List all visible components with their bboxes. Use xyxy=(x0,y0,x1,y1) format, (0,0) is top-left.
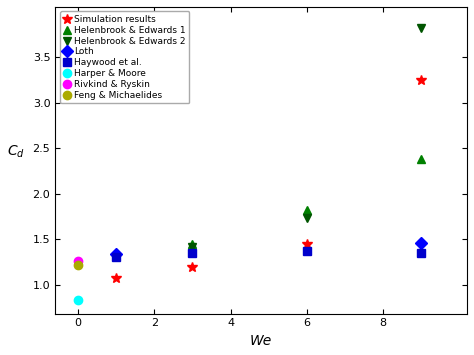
Helenbrook & Edwards 2 xyxy=(419,26,424,30)
Line: Haywood et al.: Haywood et al. xyxy=(112,247,426,261)
Line: Helenbrook & Edwards 2: Helenbrook & Edwards 2 xyxy=(188,24,426,251)
X-axis label: We: We xyxy=(250,334,272,348)
Simulation results xyxy=(190,265,195,269)
Helenbrook & Edwards 2 xyxy=(190,245,195,249)
Haywood et al. xyxy=(419,251,424,255)
Haywood et al. xyxy=(304,249,310,253)
Helenbrook & Edwards 1 xyxy=(419,157,424,161)
Haywood et al. xyxy=(113,255,119,260)
Helenbrook & Edwards 1 xyxy=(190,242,195,247)
Line: Helenbrook & Edwards 1: Helenbrook & Edwards 1 xyxy=(188,155,426,248)
Simulation results xyxy=(419,78,424,82)
Legend: Simulation results, Helenbrook & Edwards 1, Helenbrook & Edwards 2, Loth, Haywoo: Simulation results, Helenbrook & Edwards… xyxy=(60,11,190,103)
Loth xyxy=(113,251,119,256)
Line: Simulation results: Simulation results xyxy=(111,75,426,283)
Haywood et al. xyxy=(190,251,195,255)
Y-axis label: $C_d$: $C_d$ xyxy=(7,144,25,160)
Simulation results xyxy=(113,276,119,280)
Line: Loth: Loth xyxy=(112,239,426,258)
Simulation results xyxy=(304,241,310,246)
Helenbrook & Edwards 1 xyxy=(304,208,310,212)
Loth xyxy=(419,241,424,245)
Helenbrook & Edwards 2 xyxy=(304,216,310,220)
